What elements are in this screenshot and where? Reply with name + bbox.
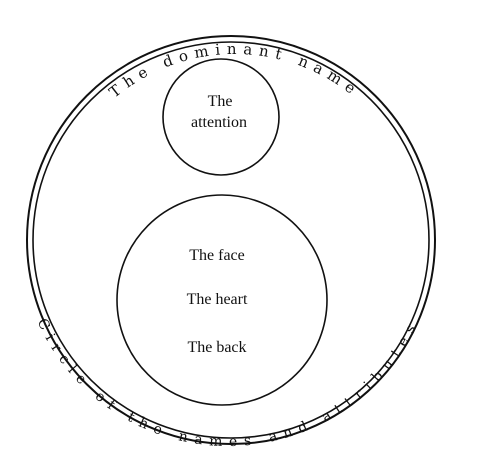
attention-line-1: The [208, 93, 233, 110]
item-heart: The heart [187, 291, 248, 308]
bottom-arc-label: Circle of the names and attributes [34, 316, 423, 450]
item-back: The back [187, 339, 246, 356]
attention-line-2: attention [191, 114, 247, 131]
top-arc-label: The dominant name [106, 40, 365, 101]
item-face: The face [189, 247, 245, 264]
